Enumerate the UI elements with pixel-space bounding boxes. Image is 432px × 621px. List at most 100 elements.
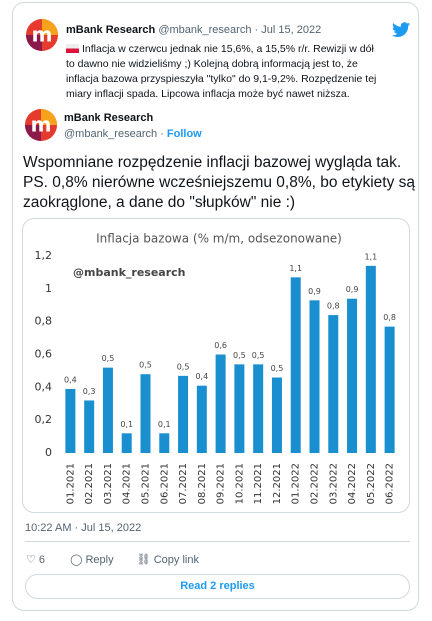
reply-button[interactable]: ◯ Reply [70, 554, 114, 566]
tweet-card [12, 2, 419, 611]
x-tick-label: 03.2022 [328, 463, 339, 504]
x-tick-label: 12.2021 [272, 463, 283, 504]
value-label: 0,1 [158, 420, 171, 429]
y-tick-label: 0 [45, 446, 52, 459]
value-label: 0,8 [327, 302, 340, 311]
watermark: @mbank_research [73, 266, 186, 279]
value-label: 0,5 [177, 362, 190, 371]
separator: · [254, 24, 259, 36]
y-tick-label: 0,6 [35, 348, 53, 361]
bar [215, 354, 226, 453]
flag-icon [66, 44, 79, 53]
text-line: miary inflacji spada. Lipcowa inflacja m… [66, 88, 350, 100]
chart-title: Inflacja bazowa (% m/m, odsezonowane) [96, 232, 342, 246]
x-tick-label: 10.2021 [234, 463, 245, 504]
y-tick-label: 0,8 [35, 315, 53, 328]
quoted-header: mBank Research @mbank_research · Jul 15,… [66, 24, 321, 36]
value-label: 0,3 [83, 387, 96, 396]
reply-label: Reply [85, 554, 114, 566]
bar [253, 364, 264, 453]
like-button[interactable]: ♡ 6 [26, 554, 46, 566]
value-label: 0,9 [308, 287, 321, 296]
chart-image: Inflacja bazowa (% m/m, odsezonowane) @m… [22, 218, 410, 513]
svg-text:m: m [31, 113, 52, 137]
value-label: 0,4 [64, 375, 77, 384]
svg-text:m: m [32, 23, 53, 47]
x-tick-label: 07.2021 [178, 463, 189, 504]
x-tick-label: 05.2021 [141, 463, 152, 504]
read-replies-button[interactable]: Read 2 replies [25, 574, 410, 599]
bar [102, 367, 113, 453]
like-count: 6 [38, 554, 46, 566]
follow-link[interactable]: Follow [166, 128, 202, 140]
separator: · [160, 128, 164, 140]
x-tick-label: 04.2021 [122, 463, 133, 504]
copy-link-button[interactable]: ⛓ Copy link [136, 554, 199, 566]
x-tick-label: 01.2022 [291, 463, 302, 504]
bar [178, 375, 189, 453]
value-label: 0,5 [102, 354, 115, 363]
quoted-date: Jul 15, 2022 [261, 24, 322, 36]
twitter-logo [392, 22, 410, 37]
value-label: 0,1 [120, 420, 133, 429]
value-label: 0,8 [383, 313, 396, 322]
actions: ♡ 6 ◯ Reply ⛓ Copy link [26, 553, 199, 566]
bar [140, 374, 151, 453]
value-label: 1,1 [289, 264, 302, 273]
chart: Inflacja bazowa (% m/m, odsezonowane) @m… [35, 232, 396, 505]
divider [25, 541, 410, 542]
x-tick-label: 09.2021 [216, 463, 227, 504]
bar [365, 265, 376, 453]
value-label: 0,9 [346, 285, 359, 294]
bar [271, 377, 282, 453]
y-tick-label: 1 [45, 282, 52, 295]
bar [309, 300, 320, 453]
author-handle: @mbank_research [64, 128, 158, 140]
bar [196, 385, 207, 453]
quoted-text: Inflacja w czerwcu jednak nie 15,6%, a 1… [66, 42, 376, 102]
text-line: Wspomniane rozpędzenie inflacji bazowej … [23, 154, 402, 171]
y-tick-label: 0,2 [35, 413, 53, 426]
bar [328, 315, 339, 453]
text-line: Inflacja w czerwcu jednak nie 15,6%, a 1… [82, 43, 374, 55]
x-tick-label: 04.2022 [347, 463, 358, 504]
value-label: 0,5 [139, 361, 152, 370]
timestamp: 10:22 AM · Jul 15, 2022 [25, 522, 142, 534]
bar [84, 400, 95, 453]
copy-link-label: Copy link [153, 554, 199, 566]
x-tick-label: 08.2021 [197, 463, 208, 504]
x-tick-label: 06.2022 [385, 463, 396, 504]
x-tick-label: 02.2021 [84, 463, 95, 504]
text-line: PS. 0,8% nierówne wcześniejszemu 0,8%, b… [23, 174, 415, 191]
author-name: mBank Research [64, 112, 154, 124]
bar [121, 433, 132, 453]
x-tick-label: 01.2021 [65, 463, 76, 504]
text-line: to dawno nie widzieliśmy ;) Kolejną dobr… [66, 58, 358, 70]
text-line: inflacja bazowa przyspieszyła "tylko" do… [66, 73, 377, 85]
bar [384, 326, 395, 453]
quoted-name: mBank Research [66, 24, 156, 36]
x-tick-label: 02.2022 [310, 463, 321, 504]
value-label: 0,5 [233, 351, 246, 360]
bar [234, 364, 245, 453]
x-tick-label: 03.2021 [103, 463, 114, 504]
avatar: m [26, 19, 58, 51]
value-label: 0,5 [252, 351, 265, 360]
author-line: @mbank_research · Follow [64, 128, 202, 140]
value-label: 1,1 [364, 252, 377, 261]
tweet-text: Wspomniane rozpędzenie inflacji bazowej … [23, 153, 415, 213]
bar [159, 433, 170, 453]
bar [65, 388, 76, 453]
value-label: 0,6 [214, 341, 227, 350]
value-label: 0,4 [195, 372, 208, 381]
avatar: m [25, 109, 57, 141]
text-line: zaokrąglone, a dane do "słupków" nie :) [23, 194, 296, 211]
bar [347, 298, 358, 453]
value-label: 0,5 [271, 364, 284, 373]
x-tick-label: 11.2021 [253, 463, 264, 504]
bar [290, 277, 301, 453]
x-tick-label: 06.2021 [159, 463, 170, 504]
y-tick-label: 0,4 [35, 380, 53, 393]
quoted-handle: @mbank_research [158, 24, 252, 36]
